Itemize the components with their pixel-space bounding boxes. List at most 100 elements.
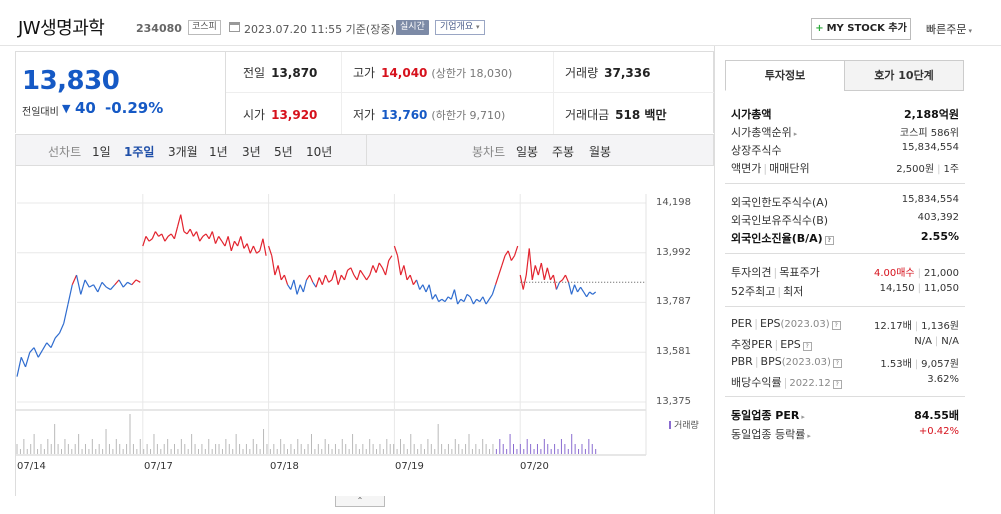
price-line-segment [337,274,342,285]
sector-per-label[interactable]: 동일업종 PER ▸ [731,407,805,423]
per-value-text: 12.17배 [873,321,912,332]
tab-10y[interactable]: 10년 [306,145,333,159]
price-line-segment [552,274,558,290]
x-tick-label: 07/19 [395,461,424,472]
help-icon[interactable]: ? [831,321,841,330]
help-icon[interactable]: ? [832,380,842,389]
low-price: 저가 13,760 (하한가 9,710) [353,106,505,123]
x-tick-label: 07/17 [144,461,173,472]
price-line-segment [280,274,285,281]
market-cap-row: 시가총액 2,188억원 [731,106,959,124]
price-line-segment [101,281,107,288]
price-line-segment [507,250,512,261]
foreign-limit-label: 외국인한도주식수(A) [731,196,829,209]
sector-per-value: 84.55배 [914,409,959,422]
price-line-segment [176,214,182,227]
price-line-segment [485,298,490,305]
price-line-segment [510,255,516,261]
tab-hoga-10[interactable]: 호가 10단계 [844,60,964,91]
price-line-segment [131,279,137,286]
bps-year: (2023.03) [781,357,831,368]
tab-weekly[interactable]: 주봉 [552,145,575,159]
line-chart-label: 선차트 [48,145,82,159]
price-line-segment [142,236,147,247]
tab-1w[interactable]: 1주일 [124,145,155,159]
realtime-button[interactable]: 실시간 [396,20,429,35]
sector-rate-value: +0.42% [919,426,959,437]
price-line-segment [158,233,163,237]
price-line-segment [296,284,301,295]
my-stock-add-button[interactable]: + MY STOCK 추가 [811,18,911,40]
est-eps-value: N/A [941,336,959,347]
market-cap-label: 시가총액 [731,108,772,121]
market-cap-rank-row[interactable]: 시가총액순위 ▸ 코스피 586위 [731,124,959,142]
tab-5y[interactable]: 5년 [274,145,293,159]
foreign-rate-row: 외국인소진율(B/A)? 2.55% [731,230,959,248]
price-line-segment [494,274,500,285]
quote-box: 13,830 전일대비 ▼ 40 -0.29% 전일 13,870 고가 14,04… [15,51,715,134]
company-info-dropdown[interactable]: 기업개요 ▾ [435,20,485,35]
price-line-segment [46,342,52,348]
price-line-segment [88,284,94,288]
amount-label: 거래대금 [565,108,610,122]
shares-value: 15,834,554 [901,142,959,153]
price-line-segment [189,228,194,237]
tab-daily[interactable]: 일봉 [516,145,539,159]
sector-rate-row[interactable]: 동일업종 등락률 ▸ +0.42% [731,426,959,444]
price-line-segment [431,294,436,300]
price-line-segment [20,357,27,368]
price-line-segment [409,274,414,285]
w52-row: 52주최고 | 최저 14,150 | 11,050 [731,283,959,301]
help-icon[interactable]: ? [824,236,834,245]
price-chart[interactable]: 14,198 13,992 13,787 13,581 13,375 07/14… [15,166,714,496]
price-line-segment [412,279,418,286]
price-chart-svg[interactable] [16,166,715,496]
price-line-segment [378,262,383,269]
help-icon[interactable]: ? [832,359,842,368]
divider [725,183,965,184]
price-line-segment [180,214,185,232]
price-line-segment [375,262,380,273]
prev-close-value: 13,870 [271,66,318,80]
tab-1y[interactable]: 1년 [209,145,228,159]
price-line-segment [230,241,236,252]
current-price: 13,830 [22,66,120,96]
tab-monthly[interactable]: 월봉 [589,145,612,159]
price-line-segment [183,231,188,235]
rank-label-text: 시가총액순위 [731,126,792,139]
y-tick-label: 13,375 [656,396,691,407]
price-line-segment [221,240,226,247]
low-label: 저가 [353,108,376,122]
rank-label[interactable]: 시가총액순위 ▸ [731,124,797,140]
tab-1d[interactable]: 1일 [92,145,111,159]
separator: | [754,355,759,368]
sector-per-row[interactable]: 동일업종 PER ▸ 84.55배 [731,407,959,425]
price-line-segment [246,243,251,254]
tab-3y[interactable]: 3년 [242,145,261,159]
price-line-segment [537,262,542,276]
price-line-segment [145,236,150,242]
price-line-segment [447,296,452,300]
shares-row: 상장주식수 15,834,554 [731,142,959,160]
price-line-segment [54,332,60,339]
price-line-segment [555,282,561,290]
tab-3m[interactable]: 3개월 [168,145,198,159]
sector-rate-label[interactable]: 동일업종 등락률 ▸ [731,426,811,442]
help-icon[interactable]: ? [802,342,812,351]
price-line-segment [237,236,242,247]
collapse-chart-button[interactable]: ⌃ [335,496,385,507]
price-line-segment [324,274,330,283]
price-line-segment [154,231,160,237]
price-line-segment [472,298,478,305]
quick-order-button[interactable]: 빠른주문 ▾ [926,21,972,37]
tab-invest-info[interactable]: 투자정보 [725,60,845,91]
price-line-segment [564,274,570,283]
eps-year: (2023.03) [780,319,830,330]
price-line-segment [350,267,355,276]
price-line-segment [283,274,289,285]
open-price: 시가 13,920 [243,106,317,123]
price-line-segment [396,255,402,276]
price-line-segment [299,284,304,293]
x-tick-label: 07/14 [17,461,46,472]
price-line-segment [173,226,179,239]
